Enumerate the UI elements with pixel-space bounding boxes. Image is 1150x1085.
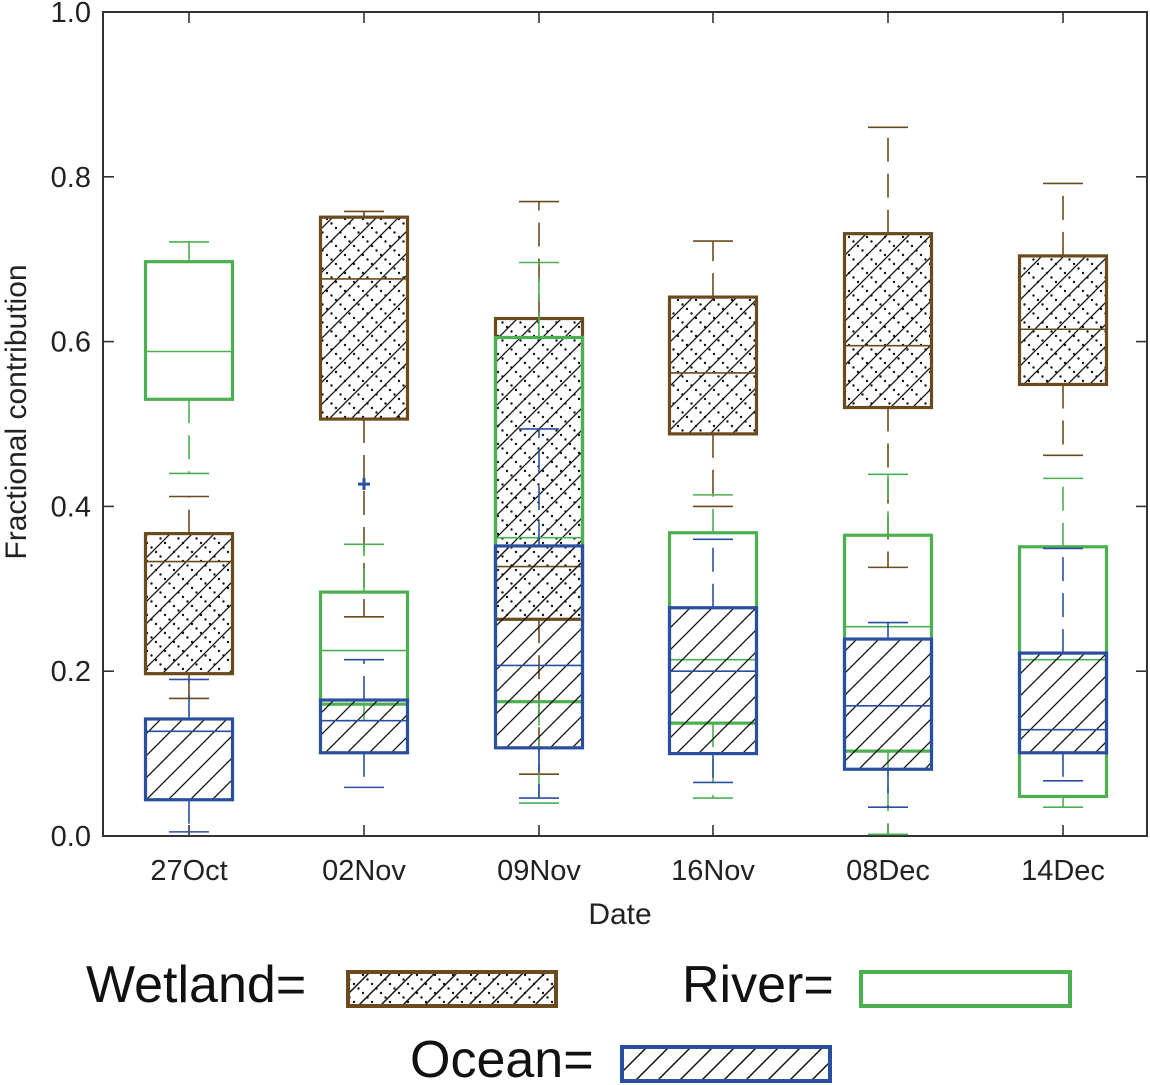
ocean-box-fill-hatch [1019, 653, 1107, 753]
legend: Wetland= River= Ocean= [86, 956, 1072, 1085]
ocean-box-fill-hatch [495, 545, 583, 748]
ocean-box [318, 698, 410, 755]
ocean-box-27Oct [143, 678, 235, 833]
ocean-box [667, 606, 759, 756]
wetland-box [842, 232, 934, 410]
ocean-box [1017, 651, 1109, 755]
x-tick-label: 09Nov [497, 855, 581, 887]
wetland-box-fill-hatch [1019, 255, 1107, 385]
y-tick-label: 0.6 [51, 327, 91, 359]
legend-label-ocean: Ocean= [410, 1031, 594, 1085]
y-tick-label: 0.0 [51, 821, 91, 853]
wetland-box-16Nov [667, 240, 759, 508]
legend-swatch-river [859, 970, 1072, 1008]
wetland-box [318, 215, 410, 421]
wetland-box-fill-hatch [145, 533, 233, 674]
plot-frame [102, 11, 1148, 837]
legend-swatch-wetland-hatch [346, 970, 558, 1008]
wetland-box [143, 531, 235, 676]
ocean-outlier-marker [358, 478, 370, 491]
ocean-box-fill-hatch [145, 718, 233, 800]
y-tick-label: 0.4 [51, 491, 91, 523]
river-box-27Oct [143, 241, 235, 475]
ocean-box [842, 637, 934, 771]
wetland-box-fill-hatch [320, 217, 408, 420]
wetland-box-fill-hatch [669, 297, 757, 434]
x-tick-label: 14Dec [1021, 855, 1105, 887]
wetland-box [1017, 254, 1109, 387]
y-axis-title: Fractional contribution [0, 264, 33, 559]
ocean-box-02Nov [318, 478, 410, 789]
river-box [143, 260, 235, 401]
wetland-box-14Dec [1017, 182, 1109, 457]
y-tick-label: 0.8 [51, 162, 91, 194]
x-tick-label: 08Dec [846, 855, 930, 887]
ocean-box [143, 717, 235, 802]
wetland-box-fill-hatch [844, 233, 932, 408]
ocean-box-14Dec [1017, 547, 1109, 782]
ocean-box-fill-hatch [844, 639, 932, 770]
plot-area [102, 11, 1148, 837]
legend-label-wetland: Wetland= [86, 956, 306, 1014]
ocean-box [493, 544, 585, 750]
x-tick-label: 27Oct [150, 855, 227, 887]
y-tick-label: 0.2 [51, 656, 91, 688]
ocean-box-fill-hatch [669, 607, 757, 754]
wetland-box-02Nov [318, 210, 410, 618]
legend-swatch-ocean [620, 1045, 832, 1083]
ocean-box-08Dec [842, 621, 934, 808]
ocean-box-09Nov [493, 428, 585, 799]
wetland-box-08Dec [842, 126, 934, 569]
wetland-box-27Oct [143, 495, 235, 700]
x-tick-label: 16Nov [671, 855, 755, 887]
x-axis-title: Date [588, 898, 651, 931]
axis-ticks: 0.0 0.2 0.4 0.6 0.8 1.0 27Oct 02Nov 09Nov 16Nov 08… [51, 0, 1147, 887]
ocean-box-fill-hatch [320, 700, 408, 753]
ocean-box-16Nov [667, 538, 759, 784]
wetland-box [667, 295, 759, 436]
x-tick-label: 02Nov [322, 855, 406, 887]
legend-label-river: River= [682, 956, 834, 1014]
box-series [143, 126, 1109, 836]
y-tick-label: 1.0 [51, 0, 91, 29]
